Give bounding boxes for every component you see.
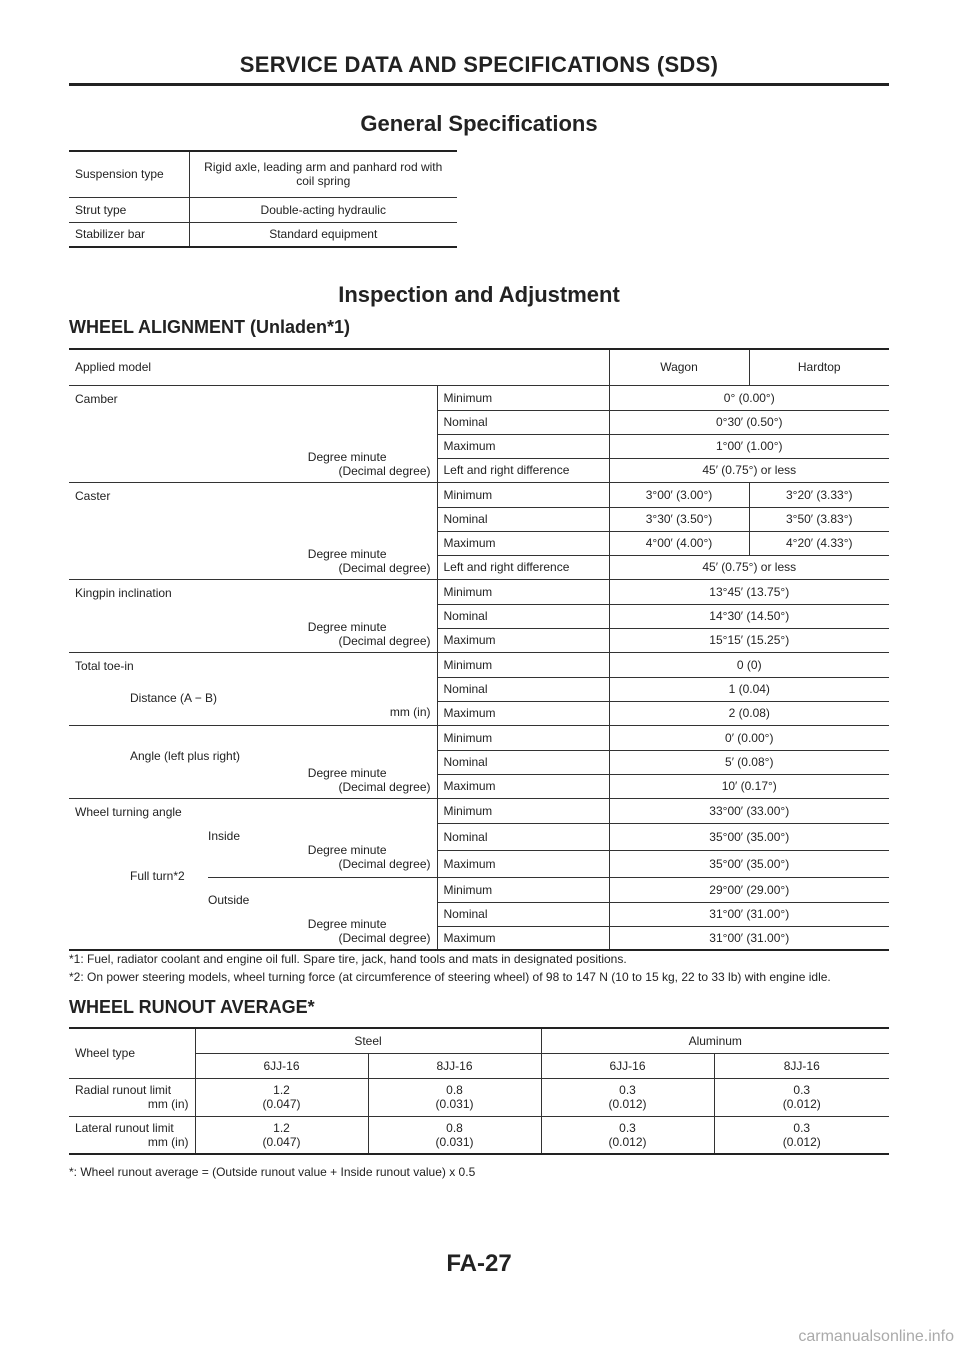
wagon-header: Wagon: [609, 349, 750, 386]
turning-inside-max: 35°00′ (35.00°): [609, 850, 889, 878]
outside-label: Outside: [208, 893, 250, 907]
lateral-runout-label: Lateral runout limit mm (in): [69, 1116, 196, 1154]
hardtop-header: Hardtop: [749, 349, 889, 386]
spec-label: Suspension type: [69, 151, 190, 198]
turning-outside-max: 31°00′ (31.00°): [709, 930, 790, 945]
toe-distance-min: 0 (0): [609, 652, 889, 678]
kingpin-label: Kingpin inclination: [75, 585, 172, 600]
kingpin-min: 13°45′ (13.75°): [609, 579, 889, 605]
table-row: Strut type Double-acting hydraulic: [69, 197, 457, 223]
toe-angle-min: 0′ (0.00°): [609, 725, 889, 751]
radial-runout-label: Radial runout limit mm (in): [69, 1078, 196, 1117]
unit-label: Degree minute (Decimal degree): [307, 765, 431, 794]
watermark: carmanualsonline.info: [798, 1328, 954, 1345]
toe-angle-label: Angle (left plus right): [130, 748, 241, 763]
inside-label: Inside: [208, 828, 241, 843]
page-number: FA-27: [446, 1250, 512, 1277]
table-row: Stabilizer bar Standard equipment: [69, 222, 457, 247]
spec-value: Double-acting hydraulic: [189, 197, 457, 223]
general-specs-title: General Specifications: [360, 111, 598, 136]
unit-label: Degree minute (Decimal degree): [307, 843, 431, 871]
radial-value: 1.2 (0.047): [195, 1078, 369, 1117]
kingpin-cell: Kingpin inclination Degree minute (Decima…: [69, 579, 438, 653]
radial-value: 0.3 (0.012): [541, 1078, 715, 1117]
spec-label: Stabilizer bar: [69, 222, 190, 247]
caster-cell: Caster Degree minute (Decimal degree): [69, 482, 438, 580]
size-header: 6JJ-16: [195, 1053, 369, 1079]
caster-lrd: 45′ (0.75°) or less: [609, 555, 889, 580]
radial-value: 0.3 (0.012): [714, 1078, 889, 1117]
size-header: 8JJ-16: [368, 1053, 542, 1079]
radial-value: 0.8 (0.031): [368, 1078, 542, 1117]
toe-in-cell: Total toe-in Distance (A − B) mm (in): [69, 652, 438, 726]
camber-lrd: 45′ (0.75°) or less: [609, 458, 889, 483]
toe-in-label: Total toe-in: [75, 658, 134, 673]
toe-angle-cell: Angle (left plus right) Degree minute (De…: [69, 725, 438, 799]
camber-cell: Camber Degree minute (Decimal degree): [69, 385, 438, 483]
camber-nom: 0°30′ (0.50°): [609, 410, 889, 435]
toe-distance-max: 2 (0.08): [609, 701, 889, 726]
toe-angle-nom: 5′ (0.08°): [609, 750, 889, 775]
caster-min-hardtop: 3°20′ (3.33°): [749, 482, 889, 508]
spec-value: Standard equipment: [269, 227, 378, 242]
kingpin-max: 15°15′ (15.25°): [609, 628, 889, 653]
turning-angle-label: Wheel turning angle: [75, 804, 182, 819]
turning-inside-cell: Wheel turning angle Inside Degree minute…: [69, 798, 438, 878]
turning-inside-min: 33°00′ (33.00°): [609, 798, 889, 824]
table-row: Radial runout limit mm (in) 1.2 (0.047) 0.…: [69, 1078, 889, 1117]
toe-distance-nom: 1 (0.04): [609, 677, 889, 702]
header-rule: [69, 83, 889, 86]
caster-nom-hardtop: 3°50′ (3.83°): [749, 507, 889, 532]
caster-min-wagon: 3°00′ (3.00°): [609, 482, 750, 508]
kingpin-nom: 14°30′ (14.50°): [609, 604, 889, 629]
spec-label: Strut type: [69, 197, 190, 223]
page-header: SERVICE DATA AND SPECIFICATIONS (SDS): [239, 52, 719, 77]
wheel-alignment-table: Applied model Wagon Hardtop Camber Degre…: [69, 348, 889, 951]
caster-label: Caster: [75, 488, 111, 503]
unit-label: mm (in): [389, 704, 431, 719]
wheel-runout-title: WHEEL RUNOUT AVERAGE*: [69, 997, 315, 1017]
wheel-alignment-title: WHEEL ALIGNMENT (Unladen*1): [69, 317, 351, 337]
lateral-value: 0.3 (0.012): [782, 1120, 821, 1149]
alignment-note-2: *2: On power steering models, wheel turn…: [69, 970, 831, 984]
camber-label: Camber: [75, 391, 118, 406]
turning-outside-min: 29°00′ (29.00°): [609, 877, 889, 903]
aluminum-header: Aluminum: [541, 1028, 889, 1054]
unit-label: Degree minute (Decimal degree): [307, 619, 431, 648]
caster-max-hardtop: 4°20′ (4.33°): [749, 531, 889, 556]
inspection-title: Inspection and Adjustment: [338, 282, 620, 307]
toe-angle-max: 10′ (0.17°): [609, 774, 889, 799]
spec-value: Rigid axle, leading arm and panhard rod …: [189, 151, 457, 198]
runout-note: *: Wheel runout average = (Outside runou…: [69, 1165, 476, 1179]
unit-label: Degree minute (Decimal degree): [307, 546, 431, 575]
toe-distance-label: Distance (A − B): [130, 690, 218, 705]
camber-max: 1°00′ (1.00°): [609, 434, 889, 459]
alignment-note-1: *1: Fuel, radiator coolant and engine oi…: [69, 952, 627, 966]
applied-model-label: Applied model: [69, 349, 610, 386]
size-header: 6JJ-16: [541, 1053, 715, 1079]
turning-outside-nom: 31°00′ (31.00°): [609, 902, 889, 927]
table-row: Lateral runout limit mm (in) 1.2 (0.047) 0…: [69, 1116, 889, 1154]
camber-min: 0° (0.00°): [609, 385, 889, 411]
caster-max-wagon: 4°00′ (4.00°): [609, 531, 750, 556]
caster-nom-wagon: 3°30′ (3.50°): [609, 507, 750, 532]
steel-header: Steel: [195, 1028, 542, 1054]
full-turn-label: Full turn*2: [130, 869, 185, 883]
unit-label: Degree minute (Decimal degree): [307, 449, 431, 478]
table-row: Suspension type Rigid axle, leading arm …: [69, 151, 457, 198]
unit-label: Degree minute (Decimal degree): [307, 917, 431, 945]
lateral-value: 0.3 (0.012): [541, 1116, 715, 1154]
lateral-value: 0.8 (0.031): [368, 1116, 542, 1154]
size-header: 8JJ-16: [714, 1053, 889, 1079]
wheel-runout-table: Wheel type Steel Aluminum 6JJ-16 8JJ-16 …: [69, 1027, 889, 1155]
turning-inside-nom: 35°00′ (35.00°): [609, 823, 889, 851]
lateral-value: 1.2 (0.047): [195, 1116, 369, 1154]
wheel-type-label: Wheel type: [69, 1028, 196, 1079]
turning-outside-cell: Full turn*2 Outside Degree minute (Decima…: [69, 869, 438, 950]
general-specs-table: Suspension type Rigid axle, leading arm …: [69, 150, 457, 248]
